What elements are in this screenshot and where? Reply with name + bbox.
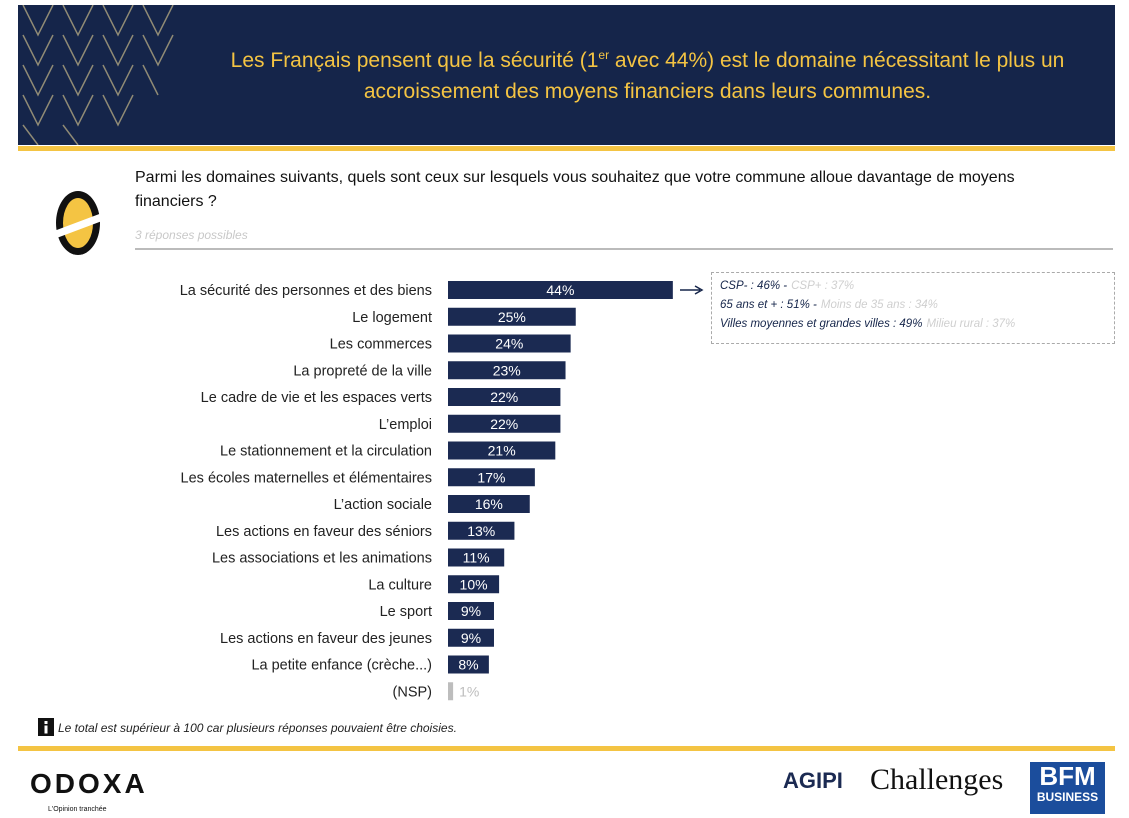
bfm-logo: BFM BUSINESS xyxy=(1030,762,1105,814)
title-text: avec 44%) est le domaine nécessitant le … xyxy=(363,49,1065,103)
info-icon xyxy=(38,718,54,736)
category-label: (NSP) xyxy=(393,684,432,700)
odoxa-icon xyxy=(54,191,102,255)
value-label: 10% xyxy=(460,576,488,592)
category-label: Les actions en faveur des séniors xyxy=(216,524,432,540)
bar xyxy=(448,388,561,406)
bar xyxy=(448,521,515,540)
bar xyxy=(448,628,494,647)
value-label: 9% xyxy=(461,630,481,646)
value-label: 25% xyxy=(498,309,526,325)
bar xyxy=(448,468,535,487)
banner-pattern xyxy=(22,4,174,146)
value-label: 1% xyxy=(459,683,479,699)
bfm-sub: BUSINESS xyxy=(1036,790,1099,804)
category-label: Le cadre de vie et les espaces verts xyxy=(201,390,432,406)
value-label: 22% xyxy=(490,416,518,432)
annotation-main: 65 ans et + : 51% - xyxy=(720,299,817,311)
value-label: 9% xyxy=(461,603,481,619)
odoxa-logo: ODOXA xyxy=(30,768,148,799)
annotation-line: Villes moyennes et grandes villes : 49% M… xyxy=(720,315,1108,334)
annotation-main: Villes moyennes et grandes villes : 49% xyxy=(720,318,923,330)
gold-rule xyxy=(18,746,1115,751)
value-label: 16% xyxy=(475,496,503,512)
category-label: Le sport xyxy=(380,604,432,620)
bar xyxy=(448,655,489,674)
subtitle: 3 réponses possibles xyxy=(135,228,248,242)
value-label: 21% xyxy=(488,443,516,459)
category-label: La propreté de la ville xyxy=(293,363,432,379)
annotation-line: 65 ans et + : 51% - Moins de 35 ans : 34% xyxy=(720,296,1108,315)
value-label: 23% xyxy=(493,362,521,378)
category-label: Les écoles maternelles et élémentaires xyxy=(181,470,432,486)
bar xyxy=(448,414,561,433)
category-label: Le stationnement et la circulation xyxy=(220,444,432,460)
value-label: 22% xyxy=(490,389,518,405)
bar xyxy=(448,441,556,460)
bar xyxy=(448,281,673,299)
category-label: L’emploi xyxy=(379,417,432,433)
bar xyxy=(448,495,530,513)
note: Le total est supérieur à 100 car plusieu… xyxy=(58,721,457,735)
gold-rule xyxy=(18,146,1115,151)
title-sup: er xyxy=(598,48,610,62)
separator xyxy=(135,248,1113,250)
bar xyxy=(448,682,454,701)
category-label: La sécurité des personnes et des biens xyxy=(180,283,432,299)
annotation-other: Milieu rural : 37% xyxy=(926,318,1016,330)
arrow xyxy=(680,285,704,295)
annotation-other: CSP+ : 37% xyxy=(791,280,855,292)
value-label: 44% xyxy=(546,282,574,298)
bfm-text: BFM xyxy=(1039,761,1096,791)
question: Parmi les domaines suivants, quels sont … xyxy=(135,169,1015,210)
bar xyxy=(448,334,571,353)
annotation-line: CSP- : 46% - CSP+ : 37% xyxy=(720,277,1108,296)
bar xyxy=(448,575,500,594)
value-label: 24% xyxy=(495,336,523,352)
category-label: La petite enfance (crèche...) xyxy=(251,658,432,674)
bar xyxy=(448,548,505,567)
category-label: Les actions en faveur des jeunes xyxy=(220,631,432,647)
value-label: 11% xyxy=(463,550,490,566)
value-label: 17% xyxy=(477,469,505,485)
title-text: Les Français pensent que la sécurité (1 xyxy=(230,49,599,72)
category-label: L’action sociale xyxy=(334,497,432,513)
value-label: 13% xyxy=(467,523,495,539)
category-label: Les associations et les animations xyxy=(212,551,432,567)
category-label: Les commerces xyxy=(330,337,432,353)
annotation-box: CSP- : 46% - CSP+ : 37% 65 ans et + : 51% … xyxy=(711,272,1115,344)
annotation-other: Moins de 35 ans : 34% xyxy=(820,299,938,311)
odoxa-tagline: L'Opinion tranchée xyxy=(48,806,107,813)
bar xyxy=(448,307,576,326)
annotation-main: CSP- : 46% - xyxy=(720,280,788,292)
value-label: 8% xyxy=(458,657,478,673)
challenges-logo: Challenges xyxy=(870,763,1004,796)
category-label: La culture xyxy=(368,577,432,593)
banner xyxy=(18,4,1115,146)
bar xyxy=(448,361,566,380)
category-label: Le logement xyxy=(352,310,432,326)
agipi-logo: AGIPI xyxy=(783,768,843,793)
title: Les Français pensent que la sécurité (1e… xyxy=(180,40,1115,107)
bar xyxy=(448,602,494,620)
